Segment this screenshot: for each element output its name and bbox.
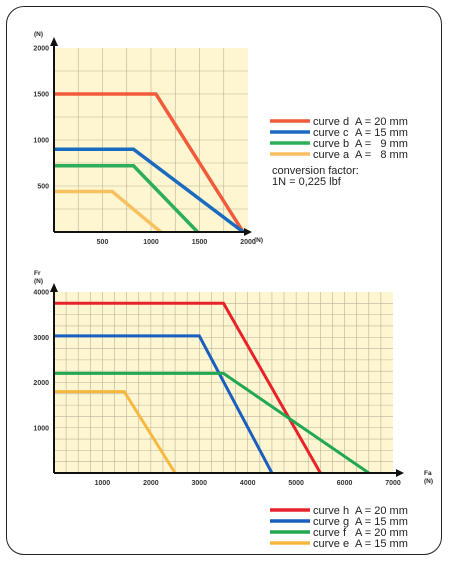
series-bottom — [54, 301, 370, 475]
x-axis-arrow-top — [244, 228, 252, 236]
legend-series-spec: A = 8 mm — [355, 149, 408, 161]
x-label-bottom: Fa — [424, 470, 432, 477]
y-label-bottom: Fr — [34, 270, 41, 277]
legend-series-spec: A = 15 mm — [355, 516, 408, 528]
ticks-top: 500 1000 1500 2000 500 1000 1500 2000 — [33, 46, 255, 247]
x-tick-label: 500 — [97, 239, 109, 246]
legend-series-name: curve a — [313, 149, 350, 161]
y-tick-label: 1000 — [33, 138, 49, 145]
x-tick-label: 4000 — [240, 480, 256, 487]
x-tick-label: 6000 — [337, 480, 353, 487]
chart-bottom: 1000 2000 3000 4000 5000 6000 7000 1000 2000 3000… — [33, 270, 433, 550]
x-unit-bottom: (N) — [424, 478, 433, 485]
legend-series-name: curve h — [313, 505, 349, 517]
y-unit-bottom: (N) — [34, 278, 43, 285]
legend-series-name: curve b — [313, 138, 349, 150]
series-top — [54, 92, 245, 234]
conversion-title: conversion factor: — [272, 165, 359, 177]
y-tick-label: 500 — [37, 184, 49, 191]
series-line-curve-b — [54, 164, 199, 234]
conversion-value: 1N = 0,225 lbf — [272, 176, 342, 188]
x-tick-label: 2000 — [240, 239, 256, 246]
x-tick-label: 1000 — [95, 480, 111, 487]
y-tick-label: 4000 — [33, 290, 49, 297]
series-line-curve-e — [54, 390, 177, 474]
legend-series-spec: A = 20 mm — [355, 505, 408, 517]
y-axis-arrow-top — [50, 37, 58, 46]
y-tick-label: 2000 — [33, 46, 49, 53]
x-tick-label: 7000 — [385, 480, 401, 487]
legend-series-spec: A = 15 mm — [355, 127, 408, 139]
x-tick-label: 1000 — [143, 239, 159, 246]
series-line-curve-d — [54, 92, 245, 233]
legend-series-spec: A = 20 mm — [355, 116, 408, 128]
legend-series-spec: A = 20 mm — [355, 527, 408, 539]
legend-series-name: curve c — [313, 127, 349, 139]
legend-bottom: curve h A = 20 mm curve g A = 15 mm curve f A… — [270, 505, 408, 550]
x-tick-label: 2000 — [143, 480, 159, 487]
x-tick-label: 3000 — [191, 480, 207, 487]
x-axis-arrow-bottom — [396, 469, 404, 477]
legend-series-name: curve f — [313, 527, 347, 539]
x-tick-label: 5000 — [288, 480, 304, 487]
x-tick-label: 1500 — [192, 239, 208, 246]
y-axis-arrow-bottom — [50, 283, 58, 292]
chart-top: 500 1000 1500 2000 500 1000 1500 2000 (N) (N) c… — [33, 31, 407, 246]
series-line-curve-a — [54, 189, 162, 234]
legend-series-name: curve e — [313, 538, 349, 550]
legend-series-spec: A = 9 mm — [355, 138, 408, 150]
series-line-curve-g — [54, 334, 274, 474]
y-tick-label: 2000 — [33, 380, 49, 387]
y-unit-top: (N) — [34, 31, 43, 38]
y-tick-label: 1000 — [33, 425, 49, 432]
series-line-curve-f — [54, 371, 370, 475]
x-unit-top: (N) — [254, 237, 263, 244]
legend-series-name: curve d — [313, 116, 349, 128]
y-tick-label: 3000 — [33, 335, 49, 342]
legend-series-name: curve g — [313, 516, 349, 528]
figure-frame — [6, 6, 442, 555]
y-tick-label: 1500 — [33, 92, 49, 99]
ticks-bottom: 1000 2000 3000 4000 5000 6000 7000 1000 2000 3000… — [33, 290, 400, 488]
legend-top: curve d A = 20 mm curve c A = 15 mm curve b A… — [270, 116, 408, 161]
legend-series-spec: A = 15 mm — [355, 538, 408, 550]
series-line-curve-c — [54, 147, 245, 234]
